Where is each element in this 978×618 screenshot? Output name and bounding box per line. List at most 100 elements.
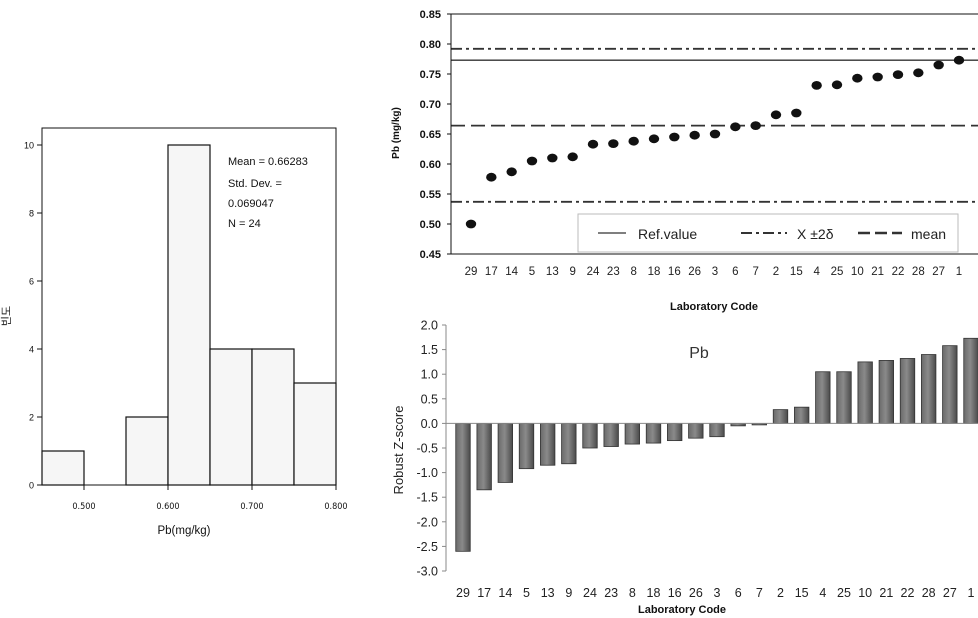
zscore-bar <box>540 422 556 466</box>
zscore-bar <box>815 371 831 424</box>
scatter-point <box>791 108 802 118</box>
zscore-x-tick-label: 28 <box>922 586 936 600</box>
scatter-x-tick-label: 28 <box>912 266 925 278</box>
scatter-y-tick-label: 0.75 <box>420 69 441 81</box>
scatter-x-tick-label: 27 <box>932 266 945 278</box>
scatter-point <box>669 132 680 142</box>
scatter-x-tick-label: 9 <box>569 266 575 278</box>
scatter-x-tick-label: 18 <box>648 266 661 278</box>
histogram-bar <box>251 348 295 486</box>
scatter-x-tick-label: 22 <box>892 266 905 278</box>
zscore-bar <box>518 422 535 470</box>
zscore-x-tick-label: 29 <box>456 586 470 600</box>
legend-label-two-delta: X ±2δ <box>797 226 834 242</box>
histogram-chart: 0 2 4 6 8 10 0.500 0.600 0.700 0.800 빈도 Pb(mg/kg… <box>0 127 348 537</box>
zscore-y-ticks: -3.0 -2.5 -2.0 -1.5 -1.0 -0.5 0.0 0.5 1.0 1.5 2.0 <box>416 319 446 579</box>
zscore-x-tick-label: 5 <box>523 586 530 600</box>
zscore-y-tick-label: -1.0 <box>416 466 438 480</box>
scatter-x-tick-label: 6 <box>732 266 738 278</box>
scatter-x-tick-label: 5 <box>529 266 535 278</box>
histogram-x-tick-label: 0.600 <box>156 502 179 512</box>
zscore-bar <box>561 422 577 465</box>
scatter-x-tick-label: 8 <box>630 266 636 278</box>
scatter-x-tick-label: 26 <box>688 266 701 278</box>
histogram-y-tick-label: 0 <box>29 481 34 491</box>
scatter-y-axis-label: Pb (mg/kg) <box>391 107 402 159</box>
scatter-x-tick-label: 4 <box>813 266 820 278</box>
scatter-x-axis-label: Laboratory Code <box>670 301 758 313</box>
histogram-y-tick-label: 4 <box>29 345 34 355</box>
histogram-y-axis-label: 빈도 <box>0 306 13 326</box>
histogram-y-tick-label: 6 <box>29 277 34 287</box>
scatter-point <box>933 60 944 70</box>
zscore-y-tick-label: -2.5 <box>416 540 438 554</box>
zscore-bar <box>921 354 937 424</box>
zscore-bar <box>455 422 471 552</box>
histogram-x-tick-label: 0.700 <box>240 502 263 512</box>
zscore-bar <box>476 422 492 491</box>
zscore-y-tick-label: 1.5 <box>421 343 438 357</box>
scatter-y-tick-label: 0.85 <box>420 9 441 21</box>
zscore-bar <box>942 345 958 424</box>
scatter-point <box>567 152 578 162</box>
scatter-x-tick-label: 1 <box>956 266 962 278</box>
stats-std-value: 0.069047 <box>228 198 274 210</box>
zscore-y-tick-label: 2.0 <box>421 319 438 333</box>
scatter-points <box>465 55 965 229</box>
lab-results-scatter-chart: 0.450.500.550.600.650.700.750.800.85 29 1… <box>391 9 978 313</box>
histogram-bar <box>167 144 211 486</box>
scatter-y-tick-label: 0.55 <box>420 189 441 201</box>
zscore-y-tick-label: -3.0 <box>416 565 438 579</box>
scatter-point <box>750 121 761 130</box>
histogram-bar <box>125 416 169 486</box>
scatter-x-tick-label: 7 <box>752 266 758 278</box>
stats-n: N = 24 <box>228 218 261 230</box>
scatter-point <box>730 122 741 132</box>
scatter-legend: Ref.value X ±2δ mean <box>577 213 959 253</box>
zscore-x-tick-label: 18 <box>647 586 661 600</box>
scatter-x-tick-label: 17 <box>485 266 498 278</box>
robust-zscore-bar-chart: -3.0-2.5-2.0-1.5-1.0-0.50.00.51.01.52.0 … <box>391 319 978 616</box>
histogram-y-tick-label: 8 <box>29 209 34 219</box>
histogram-x-axis-label: Pb(mg/kg) <box>157 525 210 537</box>
scatter-y-tick-label: 0.70 <box>420 99 441 111</box>
scatter-x-tick-label: 13 <box>546 266 559 278</box>
histogram-bar <box>293 382 337 486</box>
histogram-x-tick-label: 0.800 <box>324 502 347 512</box>
zscore-y-axis-label: Robust Z-score <box>391 406 406 495</box>
zscore-x-tick-label: 8 <box>629 586 636 600</box>
histogram-y-tick-label: 10 <box>24 141 34 151</box>
zscore-y-tick-label: 0.5 <box>421 392 438 406</box>
scatter-x-ticks: 29 17 14 5 13 9 24 23 8 18 16 26 3 6 7 2 15 4 25 10 21 22 28 27… <box>465 266 963 278</box>
histogram-bars <box>41 144 337 486</box>
scatter-x-tick-label: 23 <box>607 266 620 278</box>
scatter-point <box>811 81 822 90</box>
zscore-x-tick-label: 27 <box>943 586 957 600</box>
scatter-point <box>628 136 639 146</box>
zscore-x-tick-label: 13 <box>541 586 555 600</box>
zscore-x-tick-label: 23 <box>604 586 618 600</box>
zscore-x-tick-label: 17 <box>477 586 491 600</box>
scatter-point <box>892 70 904 79</box>
zscore-bar <box>497 422 513 483</box>
scatter-point <box>852 73 863 83</box>
scatter-x-tick-label: 25 <box>831 266 844 278</box>
scatter-point <box>526 156 538 166</box>
zscore-x-tick-label: 22 <box>901 586 915 600</box>
scatter-x-tick-label: 14 <box>505 266 518 278</box>
scatter-x-tick-label: 21 <box>871 266 884 278</box>
zscore-x-tick-label: 6 <box>735 586 742 600</box>
zscore-x-tick-label: 25 <box>837 586 851 600</box>
scatter-x-tick-label: 24 <box>587 266 600 278</box>
zscore-y-tick-label: 1.0 <box>421 368 438 382</box>
scatter-x-tick-label: 29 <box>465 266 478 278</box>
zscore-bar <box>836 371 852 424</box>
zscore-x-tick-label: 7 <box>756 586 763 600</box>
zscore-y-tick-label: -0.5 <box>416 442 438 456</box>
zscore-x-tick-label: 3 <box>714 586 721 600</box>
zscore-x-tick-label: 10 <box>858 586 872 600</box>
histogram-axes <box>41 127 337 486</box>
zscore-y-tick-label: 0.0 <box>421 417 438 431</box>
zscore-bar <box>794 406 810 424</box>
zscore-x-tick-label: 14 <box>498 586 512 600</box>
